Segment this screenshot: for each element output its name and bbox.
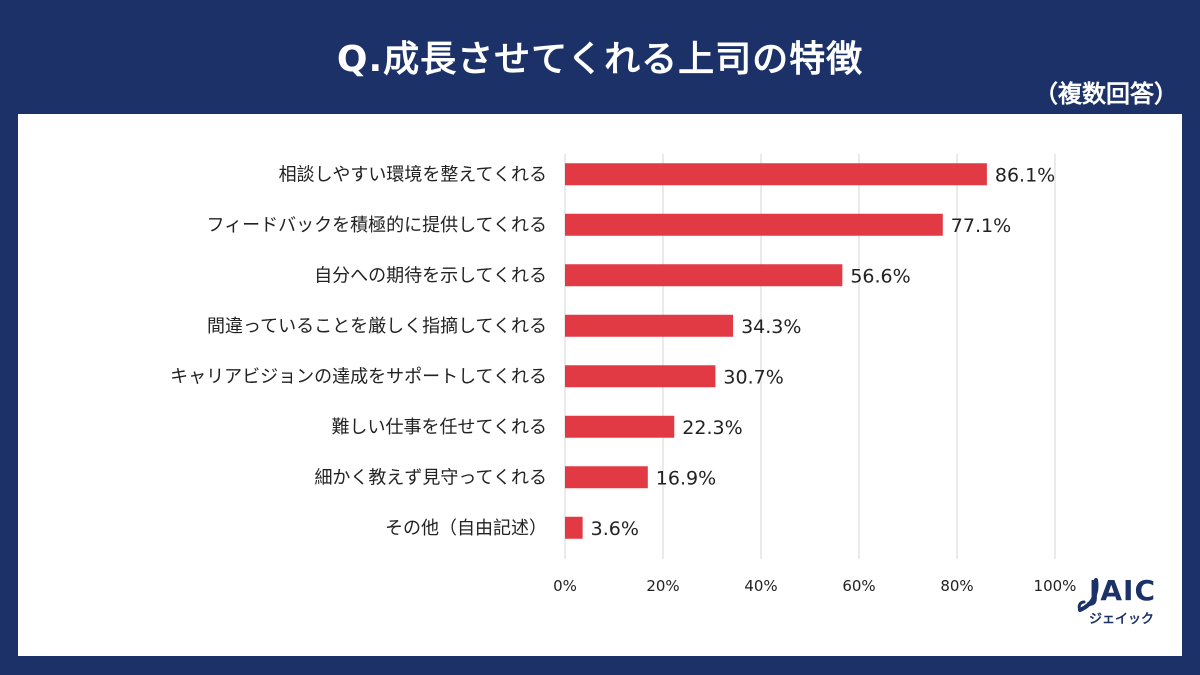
bar — [565, 516, 583, 539]
x-tick-label: 0% — [553, 577, 577, 595]
logo-subtext: ジェイック — [1088, 612, 1154, 627]
x-tick-label: 80% — [940, 577, 973, 595]
category-label: 細かく教えず見守ってくれる — [314, 467, 547, 488]
multiple-answer-note: （複数回答） — [1034, 80, 1178, 108]
category-label: 自分への期待を示してくれる — [314, 265, 547, 286]
logo-swoosh-icon — [1077, 578, 1099, 612]
value-label: 22.3% — [682, 417, 742, 439]
value-label: 3.6% — [591, 518, 639, 540]
bar — [565, 163, 987, 186]
value-label: 30.7% — [723, 366, 783, 388]
x-tick-label: 100% — [1034, 577, 1077, 595]
bar — [565, 314, 734, 337]
bar-chart: 0% 20% 40% 60% 80% 100% 相談しやすい環境を整えてくれる 86.1% フィ… — [170, 154, 1077, 595]
value-label: 34.3% — [741, 316, 801, 338]
category-label: 間違っていることを厳しく指摘してくれる — [207, 316, 547, 337]
bar — [565, 365, 716, 388]
category-label: 難しい仕事を任せてくれる — [332, 417, 547, 438]
x-tick-label: 40% — [744, 577, 777, 595]
category-label: 相談しやすい環境を整えてくれる — [279, 164, 547, 185]
bar — [565, 466, 648, 489]
bar — [565, 213, 943, 236]
x-tick-label: 60% — [842, 577, 875, 595]
value-label: 16.9% — [656, 467, 716, 489]
chart-title: Q.成長させてくれる上司の特徴 — [336, 39, 864, 80]
chart-panel: 0% 20% 40% 60% 80% 100% 相談しやすい環境を整えてくれる 86.1% フィ… — [18, 114, 1182, 656]
bar — [565, 264, 843, 287]
value-label: 86.1% — [995, 164, 1055, 186]
value-label: 56.6% — [850, 265, 910, 287]
category-label: その他（自由記述） — [385, 518, 547, 539]
bar — [565, 415, 675, 438]
category-label: フィードバックを積極的に提供してくれる — [206, 215, 547, 236]
value-label: 77.1% — [951, 215, 1011, 237]
jaic-logo: JAIC ジェイック — [1076, 574, 1156, 632]
category-label: キャリアビジョンの達成をサポートしてくれる — [170, 366, 547, 387]
x-tick-label: 20% — [646, 577, 679, 595]
logo-text: JAIC — [1088, 574, 1156, 607]
